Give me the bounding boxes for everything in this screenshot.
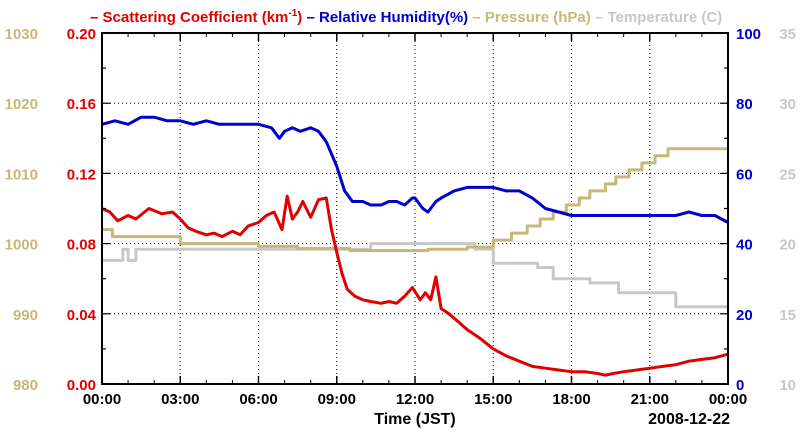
y-tick-label-scattering: 0.04 [67, 307, 97, 324]
x-tick-label: 03:00 [161, 391, 199, 408]
y-tick-label-temperature: 10 [779, 377, 796, 394]
y-tick-label-humidity: 0 [736, 377, 744, 394]
y-tick-label-scattering: 0.00 [67, 377, 96, 394]
x-tick-label: 00:00 [83, 391, 121, 408]
y-tick-label-scattering: 0.20 [67, 26, 96, 43]
legend-scattering: – Scattering Coefficient (km-1) [90, 8, 302, 26]
y-tick-label-scattering: 0.16 [67, 96, 96, 113]
x-tick-label: 12:00 [396, 391, 434, 408]
x-tick-label: 15:00 [474, 391, 512, 408]
y-tick-label-scattering: 0.08 [67, 237, 96, 254]
x-tick-label: 18:00 [552, 391, 590, 408]
x-tick-label: 09:00 [318, 391, 356, 408]
x-tick-label: 00:00 [709, 391, 747, 408]
series-group [101, 115, 729, 377]
series-line-temperature [102, 242, 728, 309]
series-line-pressure [102, 147, 728, 253]
y-tick-label-humidity: 40 [736, 237, 753, 254]
y-tick-label-temperature: 20 [779, 237, 796, 254]
y-tick-label-humidity: 100 [736, 26, 761, 43]
series-line-scattering [101, 194, 729, 377]
y-tick-label-temperature: 15 [779, 307, 796, 324]
y-tick-label-humidity: 80 [736, 96, 753, 113]
legend-humidity: – Relative Humidity(%) [306, 9, 468, 26]
y-tick-label-pressure: 980 [13, 377, 38, 394]
y-tick-label-temperature: 30 [779, 96, 796, 113]
x-tick-label: 21:00 [631, 391, 669, 408]
y-tick-label-humidity: 20 [736, 307, 753, 324]
y-tick-label-pressure: 1000 [5, 237, 38, 254]
series-line-humidity [101, 115, 729, 224]
y-tick-label-temperature: 35 [779, 26, 796, 43]
date-label: 2008-12-22 [648, 411, 730, 428]
x-axis-title: Time (JST) [374, 411, 456, 428]
y-tick-label-pressure: 1010 [5, 166, 38, 183]
y-tick-label-scattering: 0.12 [67, 166, 96, 183]
y-tick-label-humidity: 60 [736, 166, 753, 183]
y-tick-label-pressure: 1020 [5, 96, 38, 113]
axes: 00:00 03:00 06:00 09:00 12:00 15:00 18:00 21:00… [5, 26, 796, 408]
y-tick-label-temperature: 25 [779, 166, 796, 183]
y-tick-label-pressure: 990 [13, 307, 38, 324]
y-tick-label-pressure: 1030 [5, 26, 38, 43]
legend-pressure: – Pressure (hPa) [472, 9, 590, 26]
chart-legend: – Scattering Coefficient (km-1) – Relati… [90, 8, 722, 26]
x-tick-label: 06:00 [239, 391, 277, 408]
grid [102, 33, 728, 384]
legend-temperature: – Temperature (C) [595, 9, 722, 26]
